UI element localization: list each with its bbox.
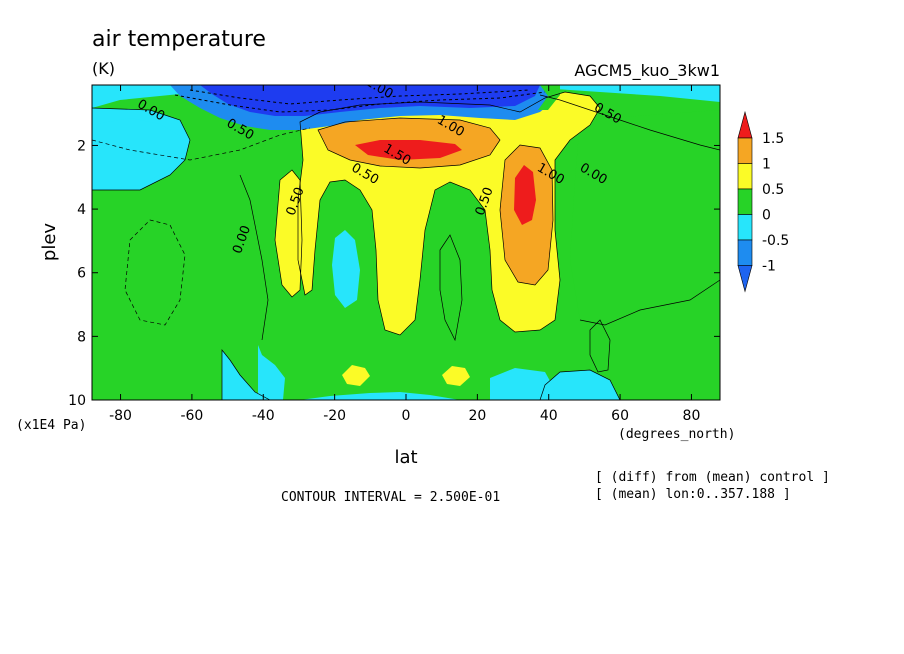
model-label: AGCM5_kuo_3kw1 <box>574 61 720 81</box>
x-tick-label: 20 <box>468 408 486 424</box>
contour-line <box>274 169 303 298</box>
x-tick-label: 40 <box>540 408 558 424</box>
contour-line <box>124 219 186 326</box>
fill-yellow-left <box>275 170 302 297</box>
colorbar-extend-top <box>737 110 753 139</box>
colorbar-extend-bottom <box>737 265 753 293</box>
colorbar-label: 0.5 <box>762 182 784 198</box>
x-tick-label: 0 <box>402 408 411 424</box>
contour-line <box>297 91 601 336</box>
fill-yellow-blob-1 <box>342 365 370 386</box>
contour-line <box>317 117 501 169</box>
contour-line <box>189 89 531 105</box>
colorbar-label: 1.5 <box>762 131 784 147</box>
y-tick-label: 4 <box>77 202 86 218</box>
contour-line <box>539 369 621 400</box>
x-tick-label: -40 <box>252 408 275 424</box>
contour-interval-text: CONTOUR INTERVAL = 2.500E-01 <box>281 490 500 505</box>
contour-line <box>221 349 271 400</box>
x-tick-label: -20 <box>323 408 346 424</box>
fill-lightblue-pocket-3 <box>332 230 360 308</box>
contour-line <box>92 107 191 191</box>
contour-lines <box>92 89 720 400</box>
x-axis: -80 -60 -40 -20 0 20 40 60 80 <box>109 85 700 424</box>
colorbar: 1.5 1 0.5 0 -0.5 -1 <box>737 110 789 293</box>
fill-lightblue-pocket-2 <box>258 345 285 400</box>
x-tick-label: 60 <box>611 408 629 424</box>
fill-lightblue-pocket-4 <box>490 368 555 400</box>
note-line-1: [ (diff) from (mean) control ] <box>595 470 830 485</box>
contour-line <box>539 94 720 151</box>
colorbar-swatch <box>737 137 753 164</box>
colorbar-swatch <box>737 188 753 215</box>
y-units-label: (x1E4 Pa) <box>16 418 86 433</box>
contour-line <box>92 127 311 161</box>
colorbar-label: -1 <box>762 259 776 275</box>
y-tick-label: 8 <box>77 329 86 345</box>
x-tick-label: -60 <box>180 408 203 424</box>
fill-red-right <box>514 165 536 225</box>
y-tick-label: 2 <box>77 138 86 154</box>
contour-line <box>439 234 463 342</box>
contour-line <box>174 91 546 113</box>
contour-line <box>589 319 611 373</box>
colorbar-label: -0.5 <box>762 233 789 249</box>
fill-lightblue-pocket-1 <box>92 118 182 190</box>
fill-darkblue-top <box>200 85 540 116</box>
contour-fill <box>92 85 720 400</box>
chart-units: (K) <box>92 59 115 78</box>
y-axis-title: plev <box>39 223 60 262</box>
fill-green-right <box>570 110 720 325</box>
colorbar-swatch <box>737 214 753 241</box>
y-tick-label: 6 <box>77 266 86 282</box>
y-axis: 2 4 6 8 10 <box>68 138 720 409</box>
note-line-2: [ (mean) lon:0..357.188 ] <box>595 487 791 502</box>
fill-red-top <box>355 140 462 160</box>
contour-line <box>499 144 554 286</box>
x-axis-title: lat <box>394 447 417 468</box>
colorbar-swatch <box>737 163 753 190</box>
x-units-label: (degrees_north) <box>618 427 735 442</box>
colorbar-label: 0 <box>762 208 771 224</box>
contour-line <box>239 174 269 341</box>
x-tick-label: -80 <box>109 408 132 424</box>
chart-title: air temperature <box>92 27 266 52</box>
colorbar-label: 1 <box>762 157 771 173</box>
colorbar-swatch <box>737 239 753 266</box>
y-tick-label: 10 <box>68 393 86 409</box>
x-tick-label: 80 <box>683 408 701 424</box>
fill-yellow-blob-2 <box>442 366 470 386</box>
